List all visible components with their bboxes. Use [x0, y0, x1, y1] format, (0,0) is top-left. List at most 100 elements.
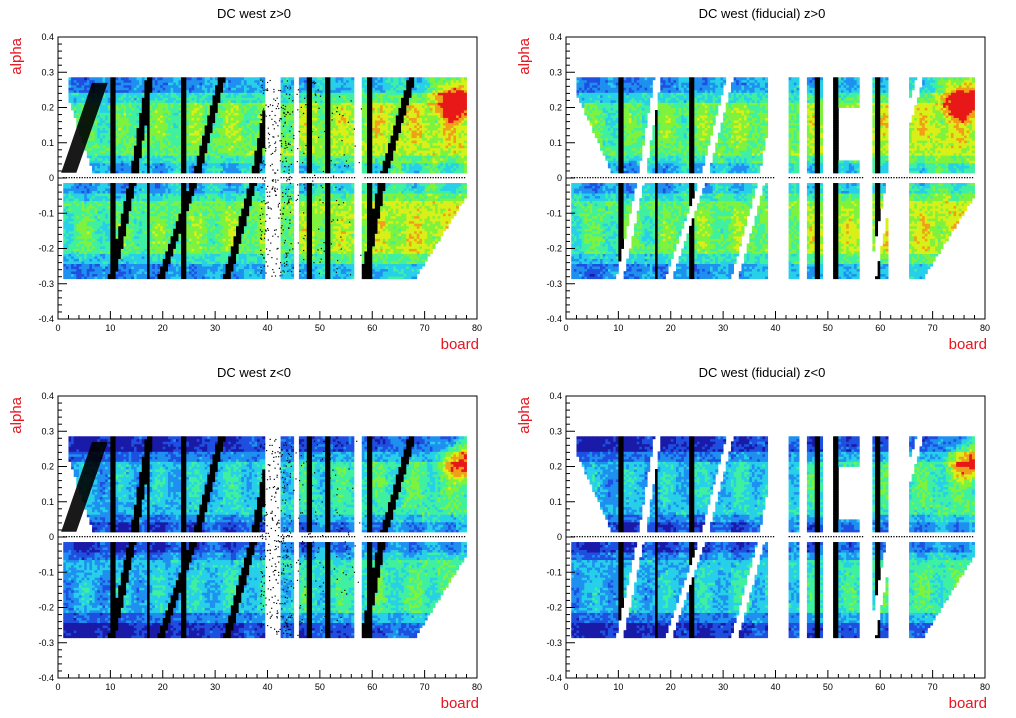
y-tick-label: 0.3 — [549, 426, 562, 436]
y-axis: 0.4 0.3 0.2 0.1 0 -0.1 -0.2 -0.3 -0.4 — [38, 32, 67, 324]
x-tick-label: 70 — [928, 323, 938, 333]
y-tick-label: -0.4 — [546, 314, 562, 324]
x-tick-label: 50 — [823, 323, 833, 333]
y-tick-label: 0.1 — [41, 497, 54, 507]
y-tick-label: 0.1 — [549, 138, 562, 148]
x-tick-label: 40 — [770, 682, 780, 692]
y-tick-label: -0.4 — [38, 673, 54, 683]
y-tick-label: -0.1 — [546, 567, 562, 577]
zero-line — [571, 177, 974, 179]
x-tick-label: 0 — [55, 323, 60, 333]
x-tick-label: 20 — [158, 682, 168, 692]
y-tick-label: 0.3 — [41, 67, 54, 77]
chart-title: DC west z>0 — [217, 6, 291, 21]
y-tick-label: 0 — [557, 173, 562, 183]
y-tick-label: -0.1 — [38, 567, 54, 577]
x-axis-label: board — [441, 336, 479, 353]
x-tick-label: 60 — [875, 323, 885, 333]
x-tick-label: 40 — [770, 323, 780, 333]
y-tick-label: 0 — [557, 532, 562, 542]
chart-title: DC west (fiducial) z>0 — [699, 6, 826, 21]
y-tick-label: -0.4 — [546, 673, 562, 683]
y-axis: 0.4 0.3 0.2 0.1 0 -0.1 -0.2 -0.3 -0.4 — [38, 391, 67, 683]
x-tick-label: 50 — [315, 682, 325, 692]
panel-top-left: DC west z>0 0 10 20 30 40 50 60 70 80 0.4 0.3 0.2 0.1… — [0, 0, 508, 359]
y-tick-label: -0.4 — [38, 314, 54, 324]
y-tick-label: 0.2 — [549, 462, 562, 472]
x-tick-label: 50 — [823, 682, 833, 692]
y-tick-label: 0.1 — [549, 497, 562, 507]
x-tick-label: 10 — [105, 682, 115, 692]
x-tick-label: 60 — [875, 682, 885, 692]
chart-dc-west-zpos: DC west z>0 0 10 20 30 40 50 60 70 80 0.4 0.3 0.2 0.1… — [8, 6, 482, 353]
y-tick-label: -0.2 — [38, 244, 54, 254]
x-tick-label: 80 — [980, 682, 990, 692]
y-tick-label: -0.1 — [546, 208, 562, 218]
x-tick-label: 0 — [563, 682, 568, 692]
panel-top-right: DC west (fiducial) z>0 0 10 20 30 40 50 60 70 80 0… — [508, 0, 1016, 359]
y-tick-label: 0.4 — [41, 391, 54, 401]
x-tick-label: 80 — [472, 323, 482, 333]
x-tick-label: 30 — [718, 323, 728, 333]
chart-title: DC west z<0 — [217, 365, 291, 380]
zero-line — [63, 177, 466, 179]
x-tick-label: 0 — [55, 682, 60, 692]
y-tick-label: -0.3 — [546, 638, 562, 648]
x-tick-label: 70 — [928, 682, 938, 692]
y-tick-label: 0.4 — [41, 32, 54, 42]
chart-dc-west-fiducial-zpos: DC west (fiducial) z>00 10 20 30 40 50 60 70 800… — [516, 6, 990, 353]
y-tick-label: 0.2 — [41, 462, 54, 472]
y-tick-label: 0.4 — [549, 391, 562, 401]
y-axis-label: alpha — [8, 37, 25, 74]
y-axis-label: alpha — [516, 396, 533, 433]
x-axis: 0 10 20 30 40 50 60 70 80 — [563, 311, 990, 333]
y-tick-label: -0.3 — [38, 279, 54, 289]
x-tick-label: 50 — [315, 323, 325, 333]
x-tick-label: 80 — [472, 682, 482, 692]
y-tick-label: 0.3 — [549, 67, 562, 77]
x-tick-label: 40 — [262, 682, 272, 692]
y-tick-label: -0.2 — [38, 603, 54, 613]
chart-dc-west-fiducial-zneg: DC west (fiducial) z<00 10 20 30 40 50 60 70 800… — [516, 365, 990, 712]
x-tick-label: 20 — [666, 323, 676, 333]
x-tick-label: 30 — [210, 323, 220, 333]
y-tick-label: 0.3 — [41, 426, 54, 436]
x-tick-label: 30 — [718, 682, 728, 692]
scatter-points — [61, 438, 361, 636]
y-tick-label: -0.2 — [546, 244, 562, 254]
x-tick-label: 60 — [367, 682, 377, 692]
x-axis: 0 10 20 30 40 50 60 70 80 — [55, 670, 482, 692]
heatmap-cells — [571, 436, 975, 639]
x-tick-label: 70 — [420, 682, 430, 692]
x-tick-label: 10 — [105, 323, 115, 333]
y-tick-label: -0.2 — [546, 603, 562, 613]
x-axis: 0 10 20 30 40 50 60 70 80 — [563, 670, 990, 692]
y-tick-label: 0.2 — [549, 103, 562, 113]
x-axis: 0 10 20 30 40 50 60 70 80 — [55, 311, 482, 333]
y-tick-label: -0.3 — [546, 279, 562, 289]
y-tick-label: 0.4 — [549, 32, 562, 42]
chart-dc-west-zneg: DC west z<0 0 10 20 30 40 50 60 70 80 0.4 0.3 0.2 0.1… — [8, 365, 482, 712]
edge-wedge — [61, 441, 108, 532]
y-axis: 0.4 0.3 0.2 0.1 0 -0.1 -0.2 -0.3 -0.4 — [546, 391, 575, 683]
zero-line — [571, 536, 974, 538]
x-axis-label: board — [949, 695, 987, 712]
y-axis: 0.4 0.3 0.2 0.1 0 -0.1 -0.2 -0.3 -0.4 — [546, 32, 575, 324]
x-tick-label: 10 — [613, 323, 623, 333]
x-tick-label: 60 — [367, 323, 377, 333]
x-axis-label: board — [949, 336, 987, 353]
x-tick-label: 0 — [563, 323, 568, 333]
chart-title: DC west (fiducial) z<0 — [699, 365, 826, 380]
x-tick-label: 70 — [420, 323, 430, 333]
panel-bottom-left: DC west z<0 0 10 20 30 40 50 60 70 80 0.4 0.3 0.2 0.1… — [0, 359, 508, 718]
x-tick-label: 20 — [666, 682, 676, 692]
scatter-points — [61, 79, 362, 278]
heatmap-cells — [63, 436, 467, 639]
y-tick-label: -0.3 — [38, 638, 54, 648]
x-tick-label: 80 — [980, 323, 990, 333]
x-tick-label: 30 — [210, 682, 220, 692]
y-tick-label: -0.1 — [38, 208, 54, 218]
x-tick-label: 10 — [613, 682, 623, 692]
y-tick-label: 0 — [49, 532, 54, 542]
panel-bottom-right: DC west (fiducial) z<0 0 10 20 30 40 50 60 70 80 0… — [508, 359, 1016, 718]
